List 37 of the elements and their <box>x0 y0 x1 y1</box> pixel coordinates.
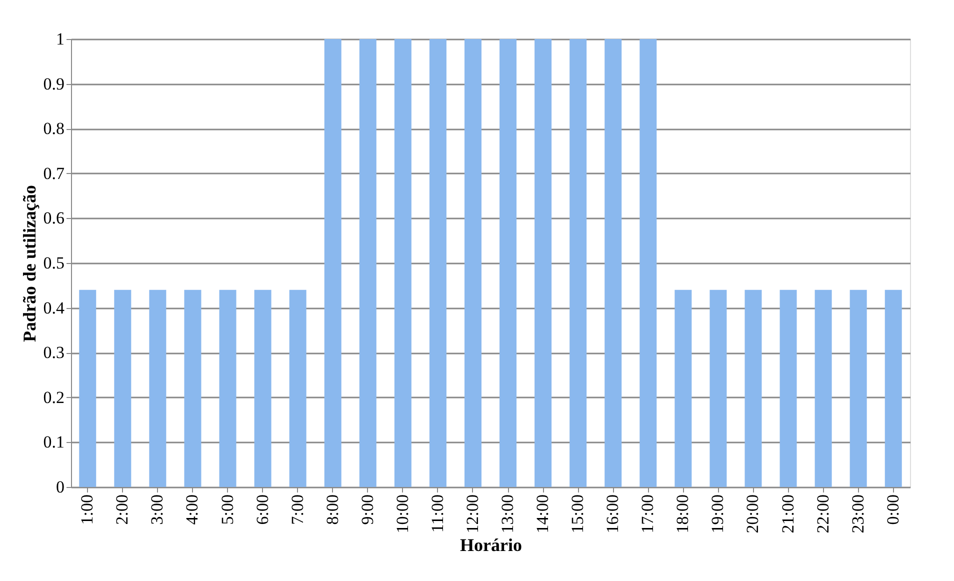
x-tick-label: 19:00 <box>708 494 728 534</box>
x-tick-label: 13:00 <box>498 494 518 534</box>
x-tick-label: 6:00 <box>252 494 272 525</box>
x-tick-label: 1:00 <box>78 494 97 525</box>
y-tick-label: 0.4 <box>43 298 65 318</box>
x-tick-label: 8:00 <box>322 494 342 525</box>
x-tick-label: 7:00 <box>288 494 307 525</box>
x-tick-label: 16:00 <box>603 494 622 534</box>
x-tick-label: 21:00 <box>778 494 798 534</box>
y-tick-label: 0.7 <box>43 164 65 183</box>
y-tick-label: 1 <box>56 30 64 48</box>
x-tick-label: 10:00 <box>392 494 412 534</box>
x-tick-label: 5:00 <box>218 494 237 525</box>
x-tick-label: 0:00 <box>883 494 902 525</box>
y-tick-label: 0.5 <box>43 254 64 272</box>
y-tick-label: 0.9 <box>43 74 64 94</box>
x-tick-label: 17:00 <box>638 494 658 534</box>
x-tick-label: 3:00 <box>148 494 167 525</box>
y-tick-label: 0 <box>56 478 64 496</box>
x-tick-label: 11:00 <box>428 494 447 533</box>
x-tick-label: 23:00 <box>848 494 868 534</box>
x-tick-label: 22:00 <box>813 494 832 534</box>
x-tick-label: 2:00 <box>112 494 132 525</box>
x-tick-label: 14:00 <box>533 494 552 534</box>
y-tick-label: 0.2 <box>43 388 64 407</box>
y-tick-label: 0.1 <box>43 432 64 452</box>
x-tick-label: 12:00 <box>462 494 482 534</box>
y-tick-label: 0.8 <box>43 119 64 138</box>
x-tick-label: 15:00 <box>568 494 588 534</box>
x-tick-label: 18:00 <box>673 494 692 534</box>
x-tick-label: 4:00 <box>182 494 202 525</box>
x-tick-label: 20:00 <box>743 494 762 534</box>
y-axis-title: Padrão de utilização <box>19 185 40 342</box>
x-tick-label: 9:00 <box>358 494 377 525</box>
y-tick-label: 0.3 <box>43 343 64 362</box>
y-tick-label: 0.6 <box>43 208 64 228</box>
x-axis-title: Horário <box>460 535 522 556</box>
